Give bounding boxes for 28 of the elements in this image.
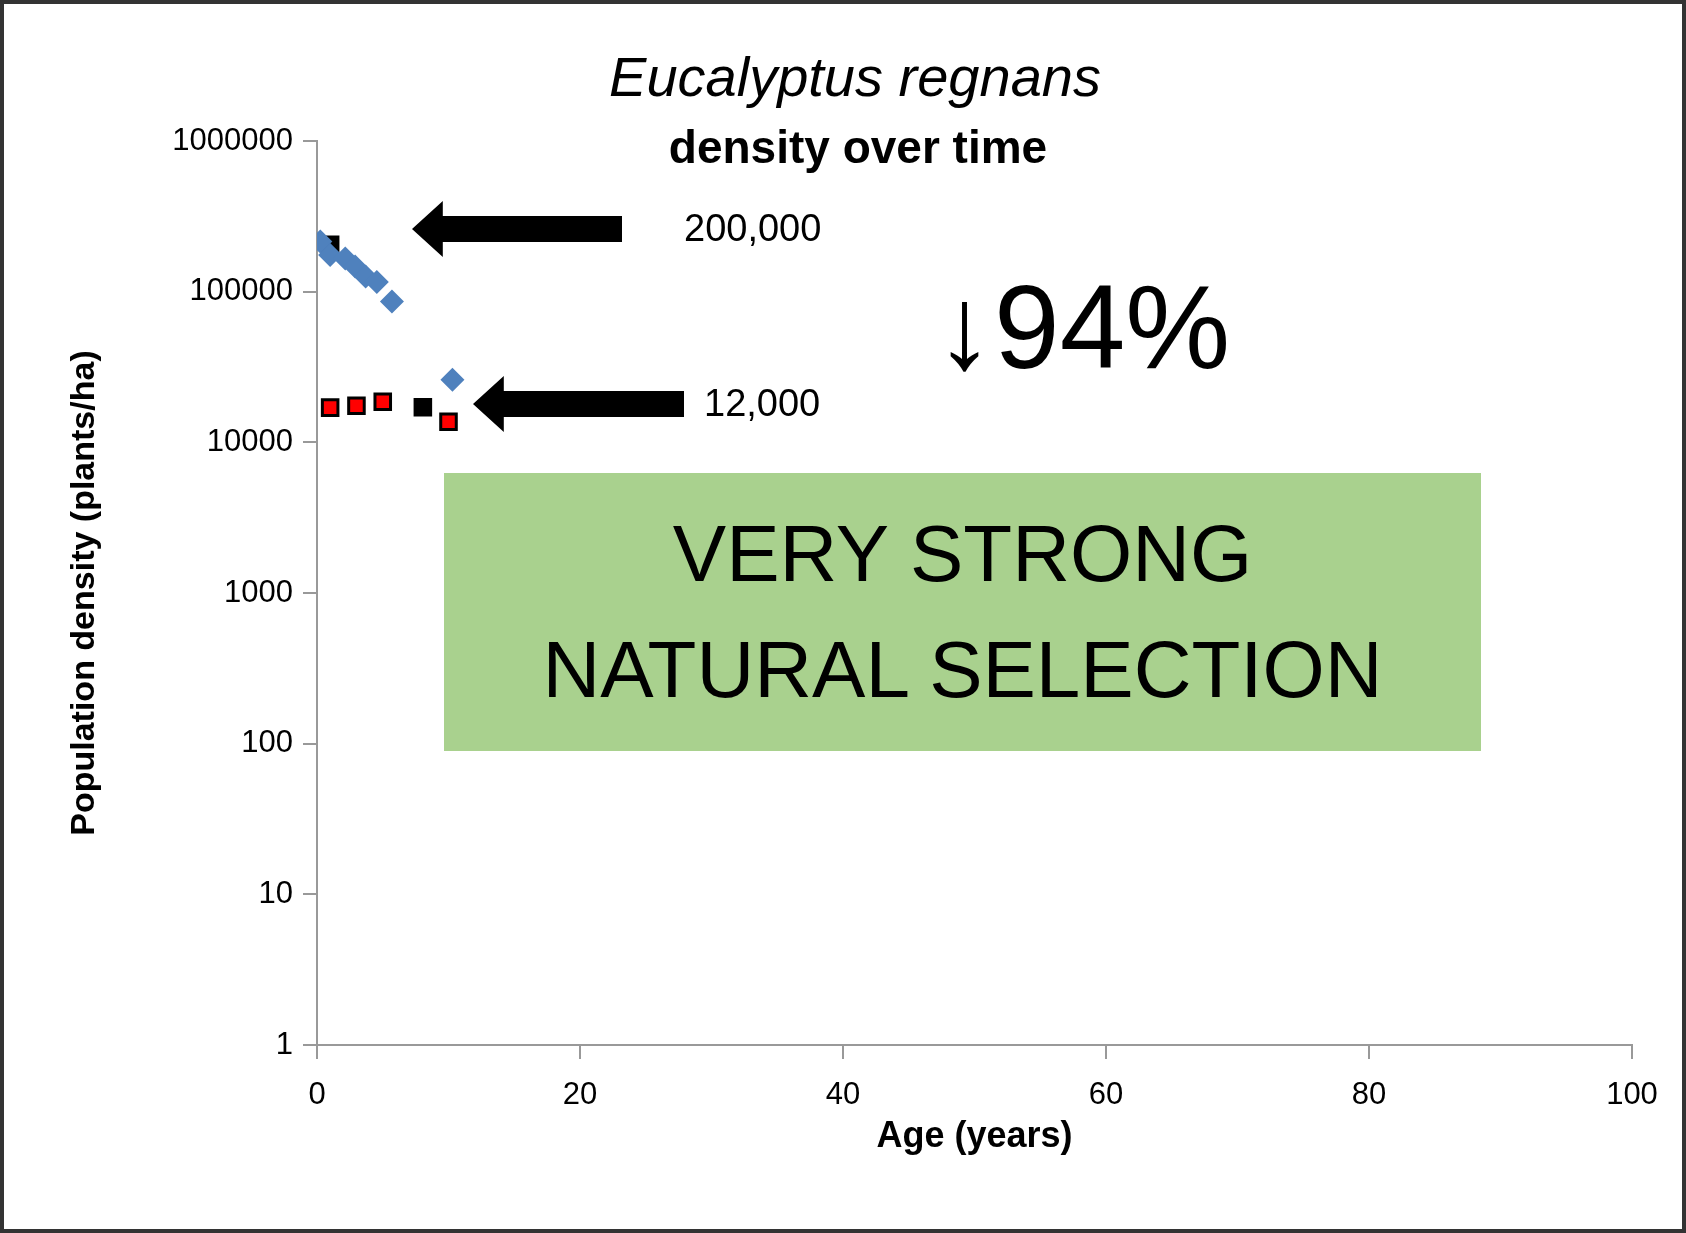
annotation: ↓94%: [935, 261, 1231, 393]
annotation: 200,000: [684, 207, 822, 251]
point: [320, 398, 340, 417]
x-axis-title: Age (years): [876, 1114, 1073, 1156]
point: [373, 392, 393, 412]
y-axis-title: Population density (plants/ha): [62, 350, 101, 836]
point: [413, 397, 433, 417]
point: [439, 412, 458, 432]
x-tick-label: 80: [1351, 1076, 1387, 1112]
point: [440, 367, 465, 392]
y-tick-label: 1000: [224, 573, 293, 609]
y-tick-label: 10: [258, 874, 293, 910]
chart-subtitle: density over time: [668, 121, 1048, 173]
y-tick-label: 1: [275, 1025, 293, 1061]
y-tick-label: 100000: [189, 272, 293, 308]
y-tick-label: 100: [241, 724, 293, 760]
point: [379, 289, 404, 314]
y-tick-label: 10000: [206, 422, 293, 458]
point: [347, 396, 366, 415]
chart-title: Eucalyptus regnans: [608, 44, 1102, 109]
x-tick-label: 40: [825, 1076, 861, 1112]
x-tick-label: 20: [562, 1076, 598, 1112]
x-tick-label: 60: [1088, 1076, 1124, 1112]
x-tick-label: 0: [308, 1076, 326, 1112]
y-tick-label: 1000000: [172, 121, 293, 157]
x-tick-label: 100: [1606, 1076, 1658, 1112]
annotation: VERY STRONG NATURAL SELECTION: [444, 473, 1481, 751]
annotation: 12,000: [704, 382, 821, 426]
